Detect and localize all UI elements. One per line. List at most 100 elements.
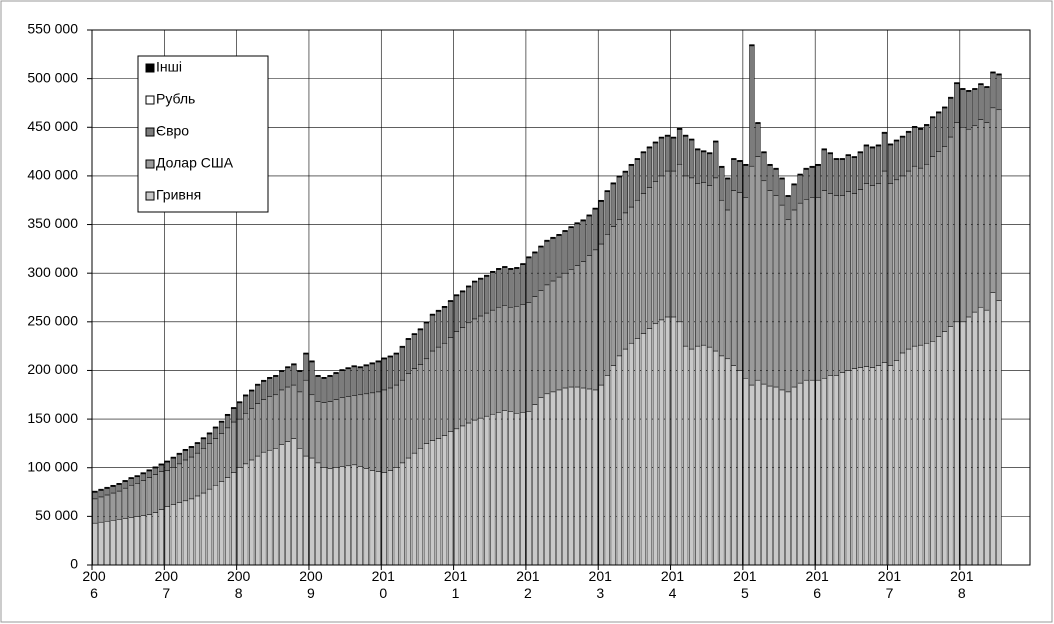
bar-segment: [899, 135, 906, 138]
bar-segment: [465, 286, 472, 324]
bar-segment: [556, 276, 562, 391]
bar-segment: [484, 276, 490, 314]
bar-segment: [472, 419, 478, 566]
bar-segment: [550, 391, 556, 566]
bar-segment: [550, 236, 556, 239]
bar-segment: [972, 311, 978, 566]
bar-segment: [694, 183, 701, 347]
bar-segment: [701, 151, 707, 183]
bar-segment: [447, 337, 454, 432]
bar-segment: [279, 389, 285, 445]
bar-segment: [224, 415, 231, 429]
bar-segment: [297, 391, 303, 449]
bar-segment: [417, 329, 424, 365]
bar-segment: [496, 268, 502, 270]
bar-segment: [164, 461, 170, 471]
bar-segment: [267, 396, 273, 451]
bar-segment: [568, 269, 574, 388]
bar-segment: [176, 454, 183, 465]
bar-segment: [333, 372, 339, 374]
bar-segment: [472, 280, 478, 282]
bar-segment: [586, 388, 592, 566]
bar-segment: [731, 159, 737, 191]
legend-swatch: [145, 159, 155, 169]
bar-segment: [496, 269, 502, 308]
bar-segment: [670, 136, 677, 139]
bar-segment: [273, 448, 279, 566]
bar-segment: [411, 452, 418, 566]
bar-segment: [755, 156, 761, 381]
bar-segment: [875, 144, 882, 146]
bar-segment: [640, 333, 647, 566]
y-tick-label: 550 000: [27, 21, 78, 37]
bar-segment: [604, 375, 610, 566]
bar-segment: [966, 90, 972, 92]
bar-segment: [616, 219, 622, 357]
bar-segment: [556, 389, 562, 566]
bar-segment: [200, 448, 207, 494]
bar-segment: [978, 84, 984, 120]
bar-segment: [743, 163, 749, 166]
bar-segment: [249, 459, 255, 566]
bar-segment: [845, 370, 851, 566]
bar-segment: [532, 404, 538, 566]
bar-segment: [556, 234, 562, 236]
bar-segment: [815, 197, 821, 381]
bar-segment: [200, 438, 207, 449]
bar-segment: [453, 331, 460, 430]
bar-segment: [508, 268, 514, 270]
bar-segment: [887, 365, 894, 566]
bar-segment: [387, 355, 393, 357]
bar-segment: [827, 152, 833, 154]
bar-segment: [755, 122, 761, 124]
bar-segment: [441, 342, 448, 436]
bar-segment: [592, 209, 598, 251]
bar-segment: [694, 148, 701, 150]
bar-segment: [972, 125, 978, 313]
bar-segment: [562, 231, 568, 274]
bar-segment: [291, 384, 297, 439]
bar-segment: [273, 394, 279, 449]
bar-segment: [526, 302, 532, 412]
x-tick-label: 2014: [660, 568, 685, 601]
bar-segment: [628, 206, 635, 344]
bar-segment: [375, 471, 381, 566]
bar-segment: [351, 464, 357, 566]
bar-segment: [152, 474, 158, 513]
bar-segment: [496, 306, 502, 413]
legend-label: Рубль: [156, 91, 195, 107]
y-tick-label: 50 000: [35, 507, 78, 523]
bar-segment: [122, 480, 128, 482]
bar-segment: [387, 387, 393, 471]
bar-segment: [803, 167, 809, 170]
bar-segment: [164, 506, 170, 566]
bar-segment: [658, 319, 665, 566]
bar-segment: [122, 481, 128, 489]
bar-segment: [737, 370, 743, 566]
bar-segment: [887, 183, 894, 366]
bar-segment: [978, 119, 984, 308]
bar-segment: [303, 455, 309, 566]
bar-segment: [339, 397, 345, 468]
bar-segment: [261, 451, 267, 566]
bar-segment: [773, 169, 779, 196]
bar-segment: [610, 226, 616, 366]
bar-segment: [785, 195, 791, 197]
bar-segment: [447, 431, 454, 566]
bar-segment: [441, 307, 448, 344]
bar-segment: [670, 170, 677, 318]
bar-segment: [809, 379, 815, 566]
bar-segment: [164, 470, 170, 507]
bar-segment: [472, 281, 478, 320]
bar-segment: [797, 202, 803, 384]
bar-segment: [960, 88, 966, 90]
bar-segment: [966, 128, 972, 318]
bar-segment: [212, 427, 219, 439]
bar-segment: [544, 239, 550, 242]
bar-segment: [218, 433, 225, 482]
legend: Інші Рубль Євро Долар США Гривня: [137, 55, 269, 213]
bar-segment: [158, 509, 164, 566]
bar-segment: [381, 357, 387, 359]
bar-segment: [429, 313, 436, 316]
bar-segment: [333, 467, 339, 566]
